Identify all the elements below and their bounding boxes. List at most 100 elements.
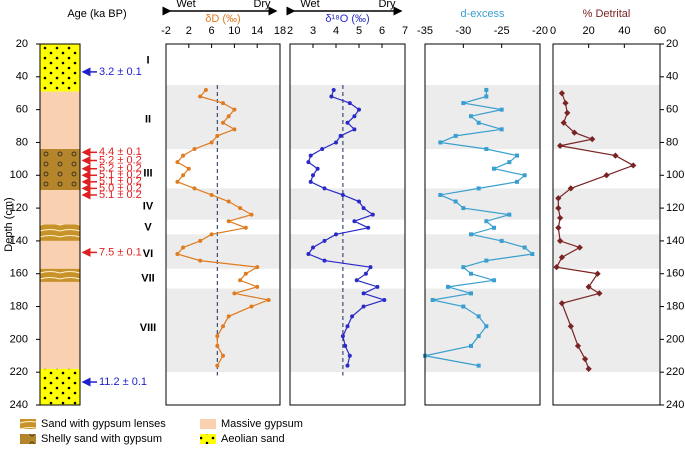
legend-texture: [20, 419, 36, 429]
layer: [40, 281, 80, 369]
y-tick-label: 240: [666, 399, 684, 411]
x-tick-label: 7: [402, 25, 408, 37]
point: [612, 152, 619, 159]
point: [243, 271, 248, 276]
x-tick-label: 0: [550, 25, 556, 37]
y-tick-label: 200: [10, 333, 28, 345]
series-line: [307, 89, 387, 366]
point: [357, 107, 361, 112]
point: [347, 353, 352, 358]
column-frame: [39, 43, 81, 406]
point: [499, 107, 504, 112]
y-tick-label: 60: [16, 104, 28, 116]
point: [507, 160, 512, 165]
point: [266, 297, 271, 302]
point: [181, 173, 186, 178]
zone-label: VIII: [140, 322, 157, 334]
point: [255, 284, 260, 289]
point: [322, 258, 327, 263]
point: [461, 265, 466, 270]
zone-band: [553, 234, 660, 269]
x-tick-label: 20: [583, 25, 595, 37]
point: [361, 206, 366, 211]
zone-label: III: [143, 168, 152, 180]
layer: [40, 91, 80, 150]
point: [238, 206, 243, 211]
point: [558, 254, 566, 261]
x-tick-label: 14: [251, 25, 263, 37]
point: [469, 271, 473, 276]
age-label: 7.5 ± 0.1: [99, 246, 142, 258]
y-tick-label: 200: [666, 333, 684, 345]
point: [340, 192, 345, 197]
column-title: Age (ka BP): [67, 8, 126, 20]
point: [345, 324, 350, 329]
point: [232, 291, 237, 296]
point: [311, 173, 315, 178]
panel-frame: [552, 43, 661, 406]
point: [484, 147, 489, 152]
y-tick-label: 140: [666, 235, 684, 247]
y-tick-label: 220: [666, 366, 684, 378]
point: [594, 270, 601, 277]
point: [469, 232, 473, 237]
point: [603, 172, 610, 179]
point: [461, 304, 466, 309]
point: [329, 94, 334, 99]
point: [461, 101, 466, 106]
zone-label: IV: [143, 200, 154, 212]
point: [382, 297, 387, 302]
point: [352, 114, 357, 119]
legend-swatch: [200, 419, 216, 429]
y-tick-label: 120: [666, 202, 684, 214]
point: [209, 140, 214, 145]
series-line: [424, 89, 534, 367]
zone-band: [290, 234, 405, 269]
legend-label: Aeolian sand: [221, 433, 285, 445]
y-tick-label: 40: [666, 71, 678, 83]
point: [215, 133, 220, 138]
y-tick-label: 40: [16, 71, 28, 83]
point: [308, 179, 313, 184]
point: [215, 334, 220, 339]
point: [311, 245, 315, 250]
point: [357, 199, 361, 204]
point: [352, 127, 357, 132]
y-tick-label: 20: [666, 38, 678, 50]
x-tick-label: 10: [228, 25, 240, 37]
point: [484, 324, 489, 329]
zone-band: [553, 188, 660, 220]
age-label: 5.0 ± 0.2: [99, 182, 142, 194]
point: [322, 238, 327, 243]
panel-frame: [165, 43, 281, 406]
panel-title: d-excess: [460, 8, 505, 20]
point: [186, 166, 191, 171]
point: [484, 87, 489, 92]
panel-title: δD (‰): [205, 13, 240, 25]
panel-frame: [289, 43, 406, 406]
age-label: 5.1 ± 0.2: [99, 189, 142, 201]
layer-texture: [40, 368, 80, 405]
legend-label: Sand with gypsum lenses: [41, 418, 166, 430]
point: [453, 133, 458, 138]
point: [567, 323, 574, 330]
point: [630, 162, 637, 169]
age-label: 11.2 ± 0.1: [99, 376, 147, 388]
x-tick-label: -25: [494, 25, 510, 37]
age-label: 5.2 ± 0.2: [99, 154, 142, 166]
point: [438, 140, 443, 145]
point: [221, 101, 225, 106]
point: [198, 258, 203, 263]
y-tick-label: 160: [10, 268, 28, 280]
age-label: 3.2 ± 0.1: [99, 66, 142, 78]
layer-texture: [40, 224, 80, 241]
point: [232, 127, 237, 132]
point: [232, 107, 237, 112]
point: [175, 179, 180, 184]
point: [192, 147, 197, 152]
y-tick-label: 100: [666, 169, 684, 181]
point: [249, 212, 254, 217]
point: [522, 245, 527, 250]
zone-label: VII: [141, 273, 154, 285]
zone-label: V: [144, 222, 152, 234]
